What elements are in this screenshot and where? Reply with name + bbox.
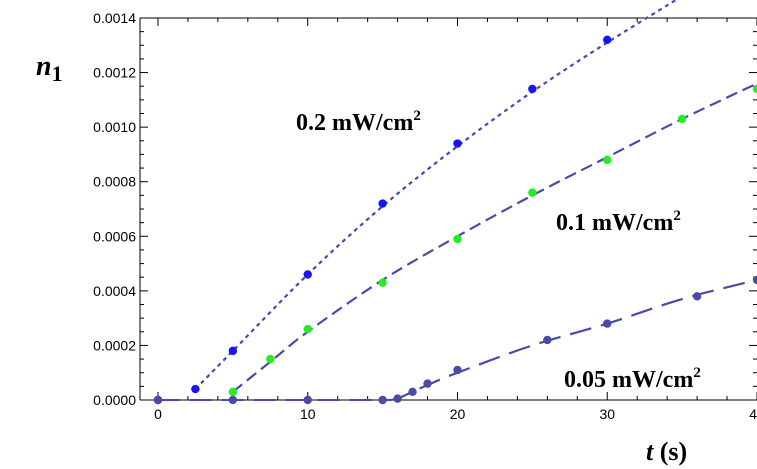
x-axis-unit: (s): [653, 437, 687, 466]
data-point-series-3: [603, 319, 612, 328]
data-point-series-1: [378, 199, 387, 208]
data-point-series-3: [303, 395, 312, 405]
data-point-series-2: [266, 354, 275, 364]
plot-frame: [139, 17, 757, 401]
series-annotation-1: 0.2 mW/cm2: [296, 108, 421, 136]
data-point-series-1: [228, 346, 238, 356]
x-tick-label: 40: [749, 406, 757, 422]
y-tick-label: 0.0008: [93, 174, 136, 190]
tick-labels: 0.0000 0.0002 0.0004 0.0006 0.0008 0.0010 0.00…: [93, 10, 757, 422]
data-point-series-2: [453, 234, 462, 244]
x-axis-var: t: [646, 437, 654, 466]
annotation-superscript: 2: [693, 365, 701, 381]
x-tick-label: 20: [450, 406, 466, 422]
x-tick-label: 0: [154, 406, 162, 422]
data-point-series-2: [677, 114, 687, 124]
annotation-superscript: 2: [413, 108, 421, 124]
data-point-series-3: [423, 379, 432, 388]
annotation-superscript: 2: [673, 208, 681, 224]
annotation-text: 0.05 mW/cm: [564, 367, 693, 393]
data-point-series-2: [378, 278, 387, 287]
axis-ticks: [140, 17, 757, 401]
data-point-series-3: [393, 394, 402, 403]
data-point-series-3: [378, 395, 387, 405]
data-point-series-3: [408, 387, 417, 397]
data-point-series-3: [453, 365, 462, 375]
y-tick-label: 0.0006: [93, 228, 136, 244]
y-tick-label: 0.0002: [93, 337, 136, 353]
fit-curves: [157, 0, 757, 402]
fit-curve-series-2: [232, 82, 757, 393]
y-tick-label: 0.0000: [93, 392, 136, 408]
data-point-series-3: [543, 335, 552, 345]
data-point-series-3: [692, 292, 702, 301]
data-point-series-2: [752, 84, 757, 94]
y-axis-var: n: [36, 51, 52, 82]
x-tick-label: 30: [599, 406, 615, 422]
data-point-series-3: [153, 395, 163, 405]
fit-curve-series-3: [389, 278, 757, 402]
data-point-series-3: [752, 275, 757, 285]
data-point-series-1: [303, 270, 312, 279]
data-point-series-1: [528, 84, 537, 94]
fit-curve-series-1: [194, 0, 679, 390]
series-annotation-3: 0.05 mW/cm2: [564, 365, 701, 393]
data-points: [153, 35, 757, 405]
annotation-text: 0.1 mW/cm: [556, 210, 673, 236]
data-point-series-2: [528, 188, 537, 197]
data-point-series-1: [603, 35, 612, 45]
data-point-series-1: [191, 384, 200, 394]
y-tick-label: 0.0014: [93, 10, 136, 26]
annotation-text: 0.2 mW/cm: [296, 110, 413, 136]
series-annotation-2: 0.1 mW/cm2: [556, 208, 681, 236]
data-point-series-2: [228, 387, 238, 397]
x-axis-title: t (s): [646, 437, 687, 466]
y-tick-label: 0.0012: [93, 65, 136, 81]
data-point-series-1: [453, 139, 462, 148]
y-tick-label: 0.0004: [93, 283, 136, 299]
y-tick-label: 0.0010: [93, 119, 136, 135]
data-point-series-2: [303, 324, 312, 334]
y-axis-sub: 1: [52, 61, 63, 86]
data-point-series-3: [228, 395, 238, 405]
y-axis-title: n1: [36, 51, 63, 86]
x-tick-label: 10: [300, 406, 316, 422]
data-point-series-2: [603, 155, 612, 165]
